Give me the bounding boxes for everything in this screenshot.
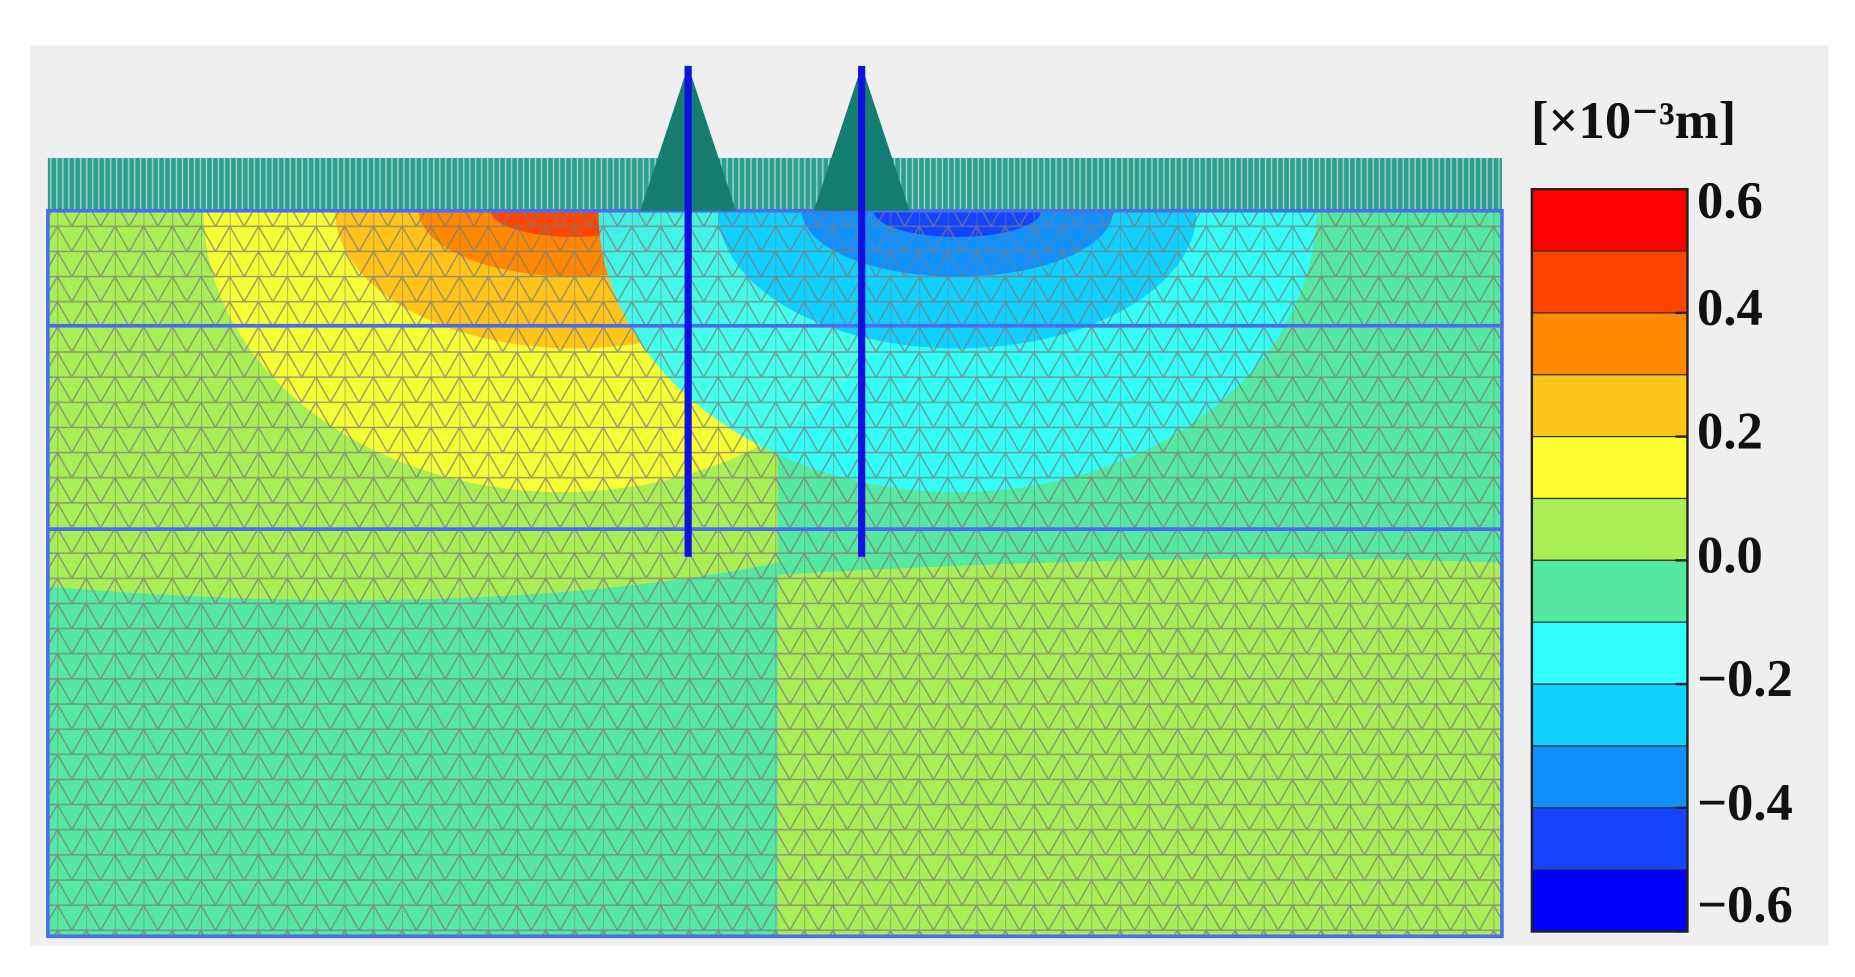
colorbar-segment	[1531, 807, 1689, 871]
colorbar-tick-label: −0.4	[1697, 774, 1793, 832]
colorbar-tick-label: −0.6	[1697, 876, 1793, 934]
colorbar-tick-label: 0.6	[1697, 172, 1763, 230]
colorbar-segment	[1531, 559, 1689, 623]
colorbar-title: [×10⁻³m]	[1531, 92, 1736, 150]
surface-load	[47, 158, 1502, 211]
colorbar-segment	[1531, 312, 1689, 376]
colorbar: 0.6 0.4 0.2 0.0 −0.2 −0.4 −0.6	[1530, 172, 1793, 934]
mesh	[47, 210, 1502, 937]
colorbar-tick-label: 0.4	[1697, 279, 1763, 337]
colorbar-segment	[1531, 188, 1689, 252]
colorbar-segment	[1531, 497, 1689, 561]
colorbar-segment	[1531, 869, 1689, 933]
colorbar-segment	[1531, 745, 1689, 809]
contour-field	[47, 210, 1502, 937]
colorbar-tick-label: 0.0	[1697, 526, 1763, 584]
domain-border	[46, 208, 1504, 939]
colorbar-tick-label: −0.2	[1697, 650, 1793, 708]
colorbar-segment	[1531, 436, 1689, 500]
colorbar-segment	[1531, 621, 1689, 685]
colorbar-segment	[1531, 374, 1689, 438]
colorbar-segment	[1531, 683, 1689, 747]
colorbar-segment	[1531, 250, 1689, 314]
colorbar-tick-label: 0.2	[1697, 403, 1763, 461]
